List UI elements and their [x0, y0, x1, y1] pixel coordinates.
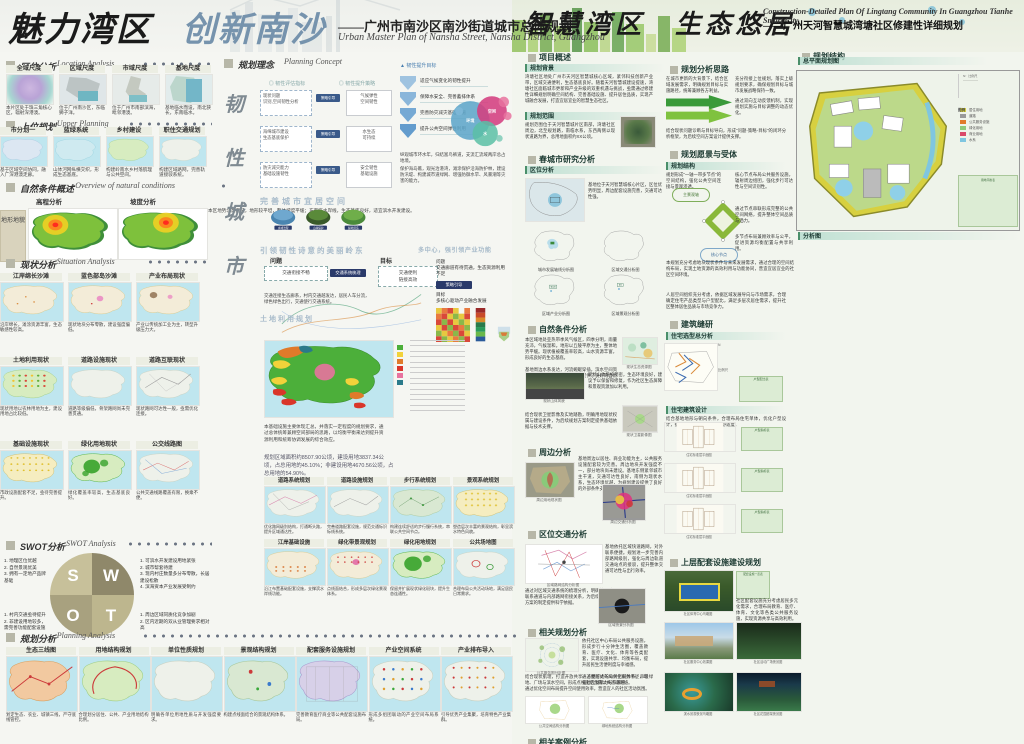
svg-text:空间: 空间: [488, 108, 496, 114]
svg-text:S: S: [67, 566, 78, 585]
svg-text:W: W: [103, 566, 120, 585]
svg-text:T: T: [106, 606, 117, 625]
svg-text:环境: 环境: [466, 117, 474, 123]
svg-text:智慧城: 智慧城: [551, 285, 556, 288]
svg-text:基地: 基地: [619, 284, 622, 287]
svg-text:O: O: [66, 606, 79, 625]
